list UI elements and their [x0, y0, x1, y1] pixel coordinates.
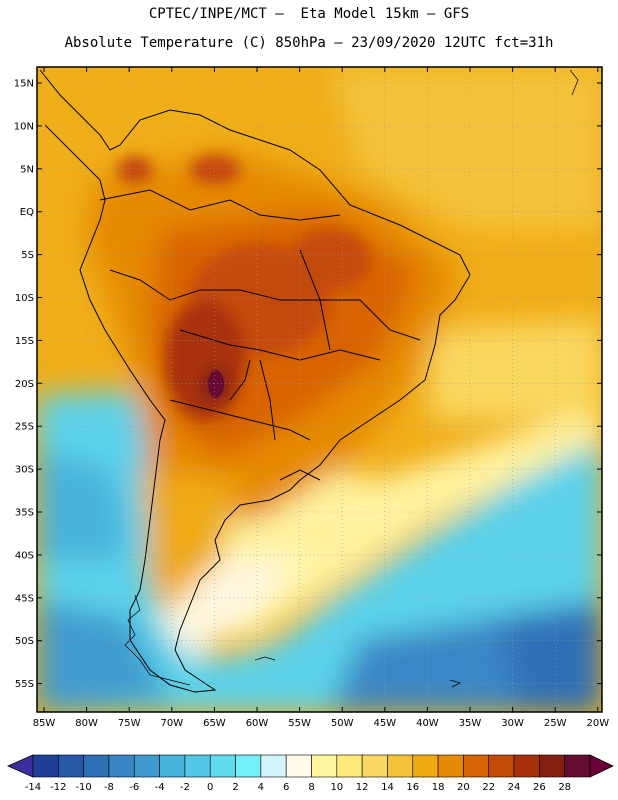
- colorbar-tick-label: 0: [207, 782, 213, 793]
- colorbar-swatch: [159, 754, 186, 778]
- lon-label: 30W: [501, 718, 524, 729]
- colorbar-tick-label: -10: [75, 782, 91, 793]
- colorbar-tick-label: 4: [258, 782, 264, 793]
- lat-label: 45S: [15, 593, 34, 604]
- colorbar-under-arrow: [7, 754, 34, 778]
- lat-label: 10N: [14, 121, 34, 132]
- lat-label: 10S: [15, 293, 34, 304]
- lon-label: 65W: [203, 718, 226, 729]
- colorbar-swatch: [58, 754, 84, 778]
- colorbar-tick-label: 10: [330, 782, 343, 793]
- colorbar-swatch: [108, 754, 135, 778]
- lon-label: 45W: [373, 718, 396, 729]
- colorbar-swatch: [437, 754, 464, 778]
- colorbar-tick-label: -14: [25, 782, 41, 793]
- colorbar-swatch: [285, 754, 312, 778]
- colorbar-swatch: [336, 754, 363, 778]
- lon-label: 35W: [459, 718, 482, 729]
- lat-label: 5S: [21, 250, 34, 261]
- chart-title: CPTEC/INPE/MCT – Eta Model 15km – GFS: [148, 6, 470, 22]
- lat-label: 5N: [20, 164, 34, 175]
- lon-label: 75W: [118, 718, 141, 729]
- colorbar-tick-label: 6: [283, 782, 289, 793]
- colorbar-tick-label: 28: [558, 782, 571, 793]
- lon-label: 25W: [544, 718, 567, 729]
- colorbar-tick-label: 26: [533, 782, 546, 793]
- lat-label: 15S: [15, 336, 34, 347]
- colorbar-tick-label: 12: [356, 782, 369, 793]
- colorbar-over-arrow: [589, 754, 614, 778]
- colorbar-tick-label: -4: [155, 782, 165, 793]
- colorbar-tick-label: 16: [406, 782, 419, 793]
- lat-label: EQ: [20, 207, 34, 218]
- colorbar-swatch: [184, 754, 211, 778]
- lon-label: 50W: [331, 718, 354, 729]
- lat-label: 20S: [15, 379, 34, 390]
- colorbar-tick-label: -8: [104, 782, 114, 793]
- colorbar-tick-label: 24: [508, 782, 521, 793]
- lat-label: 50S: [15, 636, 34, 647]
- colorbar-swatch: [260, 754, 287, 778]
- colorbar-tick-label: 18: [432, 782, 445, 793]
- colorbar-labels: -14 -12 -10 -8 -6 -4 -2 0 2 4 6 8 10 12 14 16 18 20 22 24 26…: [25, 782, 571, 793]
- colorbar-swatch: [539, 754, 565, 778]
- colorbar-swatch: [361, 754, 388, 778]
- lon-label: 80W: [75, 718, 98, 729]
- colorbar-swatch: [564, 754, 591, 778]
- temperature-field: [37, 67, 602, 712]
- colorbar-swatch: [133, 754, 160, 778]
- colorbar-swatch: [488, 754, 515, 778]
- colorbar-tick-label: 2: [232, 782, 238, 793]
- colorbar-tick-label: -12: [50, 782, 66, 793]
- colorbar-swatch: [209, 754, 236, 778]
- colorbar-swatch: [387, 754, 414, 778]
- lon-label: 40W: [416, 718, 439, 729]
- colorbar-tick-label: -2: [180, 782, 190, 793]
- lon-label: 55W: [288, 718, 311, 729]
- lon-label: 85W: [33, 718, 56, 729]
- colorbar: [7, 754, 614, 778]
- chart-subtitle: Absolute Temperature (C) 850hPa – 23/09/…: [64, 35, 554, 51]
- colorbar-swatch: [32, 754, 59, 778]
- lat-label: 30S: [15, 465, 34, 476]
- colorbar-swatch: [463, 754, 490, 778]
- lat-label: 25S: [15, 422, 34, 433]
- lat-label: 35S: [15, 508, 34, 519]
- colorbar-swatch: [412, 754, 439, 778]
- map-frame: [36, 66, 603, 713]
- lat-label: 40S: [15, 550, 34, 561]
- colorbar-tick-label: -6: [129, 782, 139, 793]
- latitude-labels: 15N 10N 5N EQ 5S 10S 15S 20S 25S 30S 35S 40S 45S 50S 5…: [14, 79, 34, 691]
- longitude-labels: 85W 80W 75W 70W 65W 60W 55W 50W 45W 40W 35W 30W 25W 2…: [33, 718, 610, 729]
- axis-ticks: [37, 67, 602, 712]
- colorbar-swatch: [311, 754, 338, 778]
- colorbar-tick-label: 8: [308, 782, 314, 793]
- colorbar-swatch: [513, 754, 540, 778]
- colorbar-tick-label: 14: [381, 782, 394, 793]
- colorbar-tick-label: 22: [482, 782, 495, 793]
- colorbar-swatch: [83, 754, 110, 778]
- lat-label: 55S: [15, 679, 34, 690]
- lon-label: 20W: [586, 718, 609, 729]
- colorbar-swatch: [235, 754, 262, 778]
- lon-label: 60W: [246, 718, 269, 729]
- lon-label: 70W: [160, 718, 183, 729]
- lat-label: 15N: [14, 79, 34, 90]
- colorbar-tick-label: 20: [457, 782, 470, 793]
